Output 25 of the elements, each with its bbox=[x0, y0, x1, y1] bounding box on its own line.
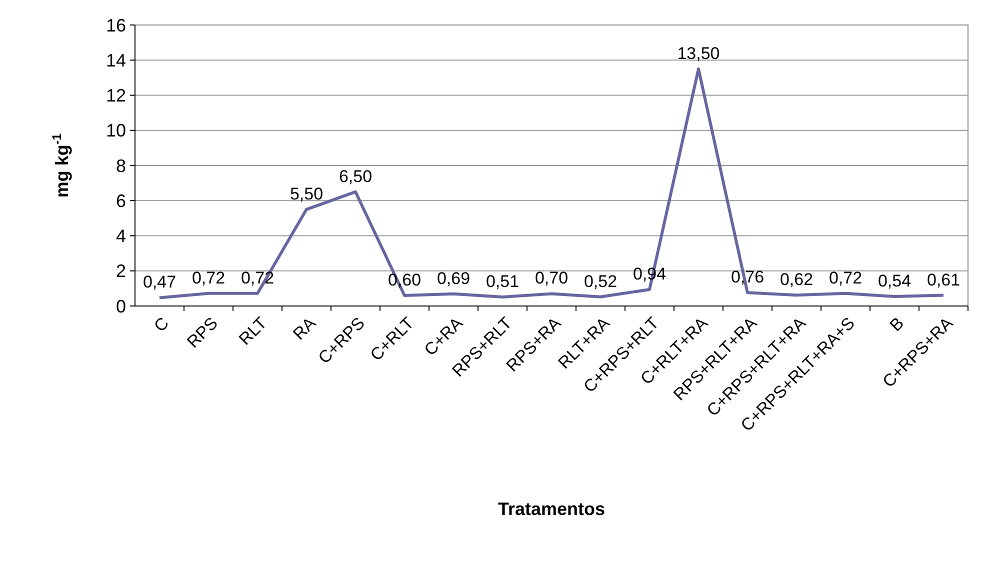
y-tick-label: 12 bbox=[106, 86, 126, 106]
data-label: 13,50 bbox=[677, 44, 720, 63]
data-label: 0,52 bbox=[584, 272, 618, 291]
data-label: 0,69 bbox=[436, 268, 470, 288]
y-tick-label: 0 bbox=[116, 296, 126, 316]
y-tick-label: 10 bbox=[106, 120, 126, 141]
data-label: 0,51 bbox=[486, 272, 520, 292]
y-tick-label: 2 bbox=[116, 261, 126, 282]
data-label: 0,61 bbox=[926, 270, 960, 290]
y-tick-label: 6 bbox=[116, 190, 126, 211]
y-tick-label: 16 bbox=[106, 15, 126, 36]
y-tick-label: 14 bbox=[106, 50, 126, 70]
data-label: 0,72 bbox=[192, 268, 226, 288]
x-tick-label: C bbox=[150, 314, 173, 336]
x-axis-title: Tratamentos bbox=[498, 499, 606, 519]
y-tick-label: 8 bbox=[116, 156, 126, 176]
data-label: 0,47 bbox=[142, 272, 176, 292]
x-tick-label: RA bbox=[289, 313, 320, 344]
data-label: 0,72 bbox=[828, 268, 862, 288]
data-label: 0,70 bbox=[534, 268, 568, 288]
data-label: 5,50 bbox=[290, 184, 324, 204]
data-label: 0,54 bbox=[878, 272, 912, 291]
data-label: 6,50 bbox=[338, 166, 372, 186]
data-label: 0,62 bbox=[780, 270, 814, 290]
y-tick-label: 4 bbox=[116, 226, 126, 246]
